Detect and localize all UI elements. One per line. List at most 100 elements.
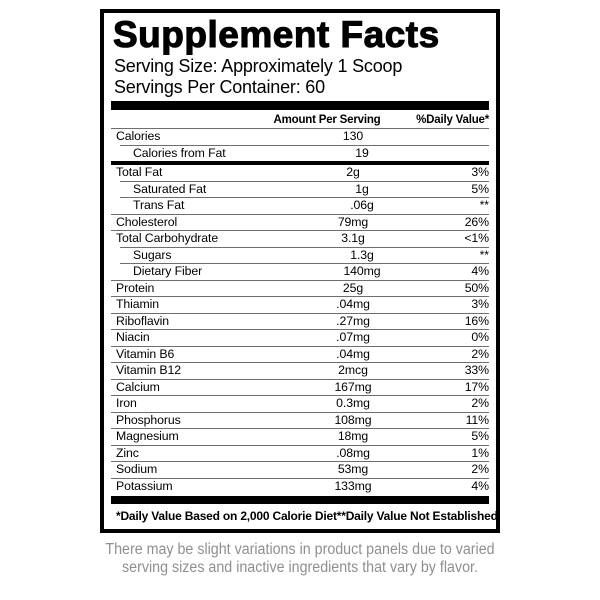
nutrient-name: Vitamin B6 (116, 346, 175, 361)
nutrient-row-potassium: Potassium 133mg 4% (111, 477, 489, 495)
nutrient-name: Iron (116, 396, 137, 410)
nutrient-amount: .06g (350, 198, 374, 212)
nutrient-name: Magnesium (116, 429, 179, 443)
nutrient-amount: 140mg (343, 264, 381, 278)
nutrient-name: Calories (116, 129, 161, 143)
nutrient-daily-value: 16% (464, 313, 489, 328)
nutrient-row-vitamin-b12: Vitamin B12 2mcg 33% (111, 362, 489, 379)
nutrient-daily-value: 2% (471, 346, 489, 361)
nutrient-name: Protein (116, 280, 155, 295)
nutrient-amount: 2mcg (338, 363, 368, 377)
nutrient-daily-value: 4% (471, 264, 489, 278)
variation-disclaimer: There may be slight variations in produc… (24, 541, 576, 577)
nutrient-row-saturated-fat: Saturated Fat 1g 5% (120, 180, 489, 198)
disclaimer-line-2: serving sizes and inactive ingredients t… (122, 559, 478, 576)
nutrient-daily-value: 5% (471, 429, 489, 443)
nutrient-daily-value: <1% (464, 231, 489, 245)
nutrient-daily-value: 4% (471, 478, 489, 493)
nutrient-daily-value: 33% (464, 363, 489, 377)
nutrient-row-niacin: Niacin .07mg 0% (111, 329, 489, 346)
nutrient-daily-value: 1% (471, 445, 489, 460)
disclaimer-line-1: There may be slight variations in produc… (105, 541, 495, 558)
nutrient-amount: 18mg (337, 429, 369, 443)
nutrient-amount: 167mg (334, 379, 372, 394)
nutrient-amount: 1g (355, 181, 369, 196)
nutrient-row-magnesium: Magnesium 18mg 5% (111, 428, 489, 445)
divider-bar-bottom (111, 496, 489, 504)
nutrient-row-riboflavin: Riboflavin .27mg 16% (111, 312, 489, 330)
footnote-daily-value-basis: *Daily Value Based on 2,000 Calorie Diet (116, 509, 337, 523)
nutrient-row-calories-from-fat: Calories from Fat 19 (120, 144, 489, 162)
nutrient-daily-value: 3% (471, 165, 489, 179)
nutrient-name: Calories from Fat (133, 145, 226, 160)
nutrient-daily-value: 3% (471, 297, 489, 311)
column-header-row: Amount Per Serving %Daily Value* (111, 110, 490, 128)
nutrient-amount: 25g (342, 280, 364, 295)
nutrient-amount: .04mg (336, 346, 370, 361)
nutrient-name: Sugars (133, 247, 172, 262)
nutrient-name: Vitamin B12 (116, 363, 181, 377)
nutrient-amount: 79mg (337, 214, 369, 229)
nutrient-name: Potassium (116, 478, 173, 493)
nutrient-row-zinc: Zinc .08mg 1% (111, 444, 489, 462)
nutrient-amount: 0.3mg (336, 396, 370, 410)
nutrient-name: Phosphorus (116, 412, 181, 427)
nutrient-amount: .08mg (336, 445, 370, 460)
panel-title: Supplement Facts (112, 13, 440, 55)
nutrient-amount: .07mg (336, 330, 370, 344)
nutrient-daily-value: 0% (471, 330, 489, 344)
nutrient-amount: 108mg (334, 412, 372, 427)
nutrient-row-calories: Calories 130 (111, 128, 489, 145)
nutrient-row-thiamin: Thiamin .04mg 3% (111, 296, 489, 313)
nutrient-amount: 2g (346, 165, 360, 179)
nutrient-row-iron: Iron 0.3mg 2% (111, 395, 489, 412)
divider-bar-mid (111, 161, 489, 165)
nutrient-row-phosphorus: Phosphorus 108mg 11% (111, 411, 489, 429)
nutrient-name: Saturated Fat (133, 181, 207, 196)
nutrient-row-cholesterol: Cholesterol 79mg 26% (111, 213, 489, 231)
nutrient-name: Thiamin (116, 297, 160, 311)
nutrient-amount: 133mg (334, 478, 372, 493)
nutrient-row-trans-fat: Trans Fat .06g ** (120, 197, 489, 214)
nutrient-daily-value: 2% (471, 462, 489, 476)
nutrient-name: Cholesterol (116, 214, 178, 229)
nutrient-row-total-fat: Total Fat 2g 3% (111, 165, 489, 181)
nutrient-amount: .04mg (336, 297, 370, 311)
nutrient-row-calcium: Calcium 167mg 17% (111, 378, 489, 396)
footnotes-row: *Daily Value Based on 2,000 Calorie Diet… (111, 504, 498, 529)
column-header-amount-per-serving: Amount Per Serving (273, 114, 381, 126)
nutrient-amount: 3.1g (341, 231, 365, 245)
nutrient-name: Riboflavin (116, 313, 169, 328)
nutrient-name: Niacin (116, 330, 150, 344)
nutrient-name: Dietary Fiber (133, 264, 203, 278)
nutrient-amount: .27mg (336, 313, 370, 328)
serving-size-text: Serving Size: Approximately 1 Scoop (114, 56, 403, 76)
nutrient-amount: 19 (355, 145, 369, 160)
nutrient-name: Sodium (116, 462, 158, 476)
nutrient-name: Trans Fat (133, 198, 185, 212)
nutrient-row-protein: Protein 25g 50% (111, 279, 489, 297)
nutrient-daily-value: ** (479, 247, 489, 262)
column-header-daily-value: %Daily Value* (416, 114, 489, 126)
nutrient-row-total-carbohydrate: Total Carbohydrate 3.1g <1% (111, 230, 489, 247)
servings-per-container-text: Servings Per Container: 60 (114, 77, 325, 97)
nutrient-daily-value: ** (479, 198, 489, 212)
supplement-facts-panel: Supplement Facts Serving Size: Approxima… (100, 9, 500, 533)
nutrient-name: Calcium (116, 379, 160, 394)
nutrient-row-vitamin-b6: Vitamin B6 .04mg 2% (111, 345, 489, 363)
nutrient-amount: 53mg (337, 462, 369, 476)
nutrient-name: Total Carbohydrate (116, 231, 219, 245)
divider-bar-top (111, 101, 489, 110)
nutrient-amount: 1.3g (350, 247, 374, 262)
nutrient-name: Zinc (116, 445, 139, 460)
nutrient-amount: 130 (342, 129, 364, 143)
nutrient-row-dietary-fiber: Dietary Fiber 140mg 4% (120, 263, 489, 280)
nutrient-daily-value: 2% (471, 396, 489, 410)
nutrient-daily-value: 50% (464, 280, 489, 295)
nutrient-daily-value: 5% (471, 181, 489, 196)
nutrient-daily-value: 26% (464, 214, 489, 229)
footnote-not-established: **Daily Value Not Established (336, 509, 498, 523)
nutrient-name: Total Fat (116, 165, 163, 179)
nutrient-row-sodium: Sodium 53mg 2% (111, 461, 489, 478)
